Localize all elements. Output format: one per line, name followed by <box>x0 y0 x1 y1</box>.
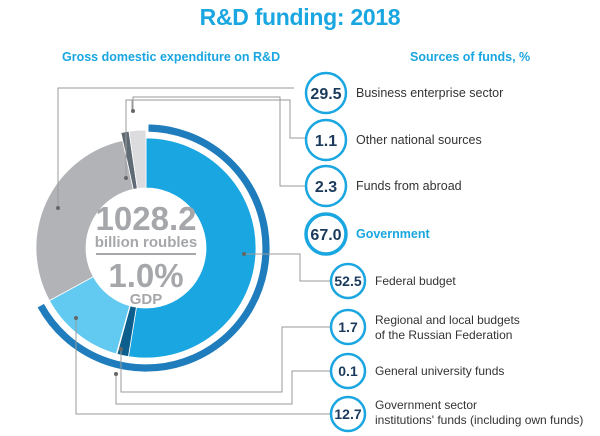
value-bubble-university-funds <box>329 352 367 390</box>
leader-line-federal-budget <box>244 253 331 282</box>
leader-dot-4 <box>119 347 123 351</box>
value-label-abroad: 2.3 <box>315 179 337 196</box>
leader-dot-6 <box>74 316 78 320</box>
source-label-government: Government <box>356 227 430 241</box>
leader-line-regional-budgets <box>120 326 331 393</box>
source-label-university-funds: General university funds <box>375 364 504 378</box>
leader-dot-0 <box>56 206 60 210</box>
source-label-regional-budgets-line2: of the Russian Federation <box>375 328 512 342</box>
leader-line-business <box>57 87 294 208</box>
left-header: Gross domestic expenditure on R&D <box>62 50 281 64</box>
value-label-regional-budgets: 1.7 <box>338 319 358 335</box>
leader-line-other-national <box>125 99 306 178</box>
center-gdp-label: GDP <box>130 291 163 308</box>
leader-dot-3 <box>242 252 246 256</box>
source-label-other-national: Other national sources <box>356 133 482 147</box>
leader-dot-1 <box>124 176 128 180</box>
government-outer-arc <box>36 123 271 373</box>
sector-abroad <box>128 129 147 190</box>
source-label-gov-institutions-line2: institutions' funds (including own funds… <box>375 413 583 427</box>
value-label-other-national: 1.1 <box>315 133 337 150</box>
leader-line-university-funds <box>115 370 331 405</box>
source-label-regional-budgets-line1: Regional and local budgets <box>375 313 520 327</box>
donut-hole <box>88 190 204 306</box>
source-label-federal-budget: Federal budget <box>375 274 456 288</box>
center-unit: billion roubles <box>95 234 198 251</box>
value-label-federal-budget: 52.5 <box>334 273 361 289</box>
center-gdp-share: 1.0% <box>108 257 183 294</box>
source-label-gov-institutions-line1: Government sector <box>375 398 477 412</box>
value-bubble-regional-budgets <box>329 308 367 346</box>
sector-federal-budget <box>127 137 257 359</box>
value-label-gov-institutions: 12.7 <box>334 406 361 422</box>
chart-title: R&D funding: 2018 <box>199 4 401 30</box>
leader-line-government <box>132 96 306 187</box>
value-bubble-gov-institutions <box>329 395 367 433</box>
right-header: Sources of funds, % <box>410 50 531 64</box>
source-label-abroad: Funds from abroad <box>356 179 462 193</box>
value-label-government: 67.0 <box>310 227 341 244</box>
value-bubble-other-national <box>304 118 348 162</box>
sector-business <box>35 140 134 302</box>
value-bubble-abroad <box>304 164 348 208</box>
value-bubble-business <box>304 71 348 115</box>
leader-dot-2 <box>131 109 135 113</box>
value-bubble-federal-budget <box>329 262 367 300</box>
leader-dot-5 <box>114 372 118 376</box>
value-label-university-funds: 0.1 <box>338 363 358 379</box>
center-total: 1028.2 <box>96 200 197 237</box>
value-bubble-government <box>304 212 348 256</box>
leader-line-gov-institutions <box>75 318 331 415</box>
source-label-business: Business enterprise sector <box>356 86 503 100</box>
value-label-business: 29.5 <box>310 86 341 103</box>
